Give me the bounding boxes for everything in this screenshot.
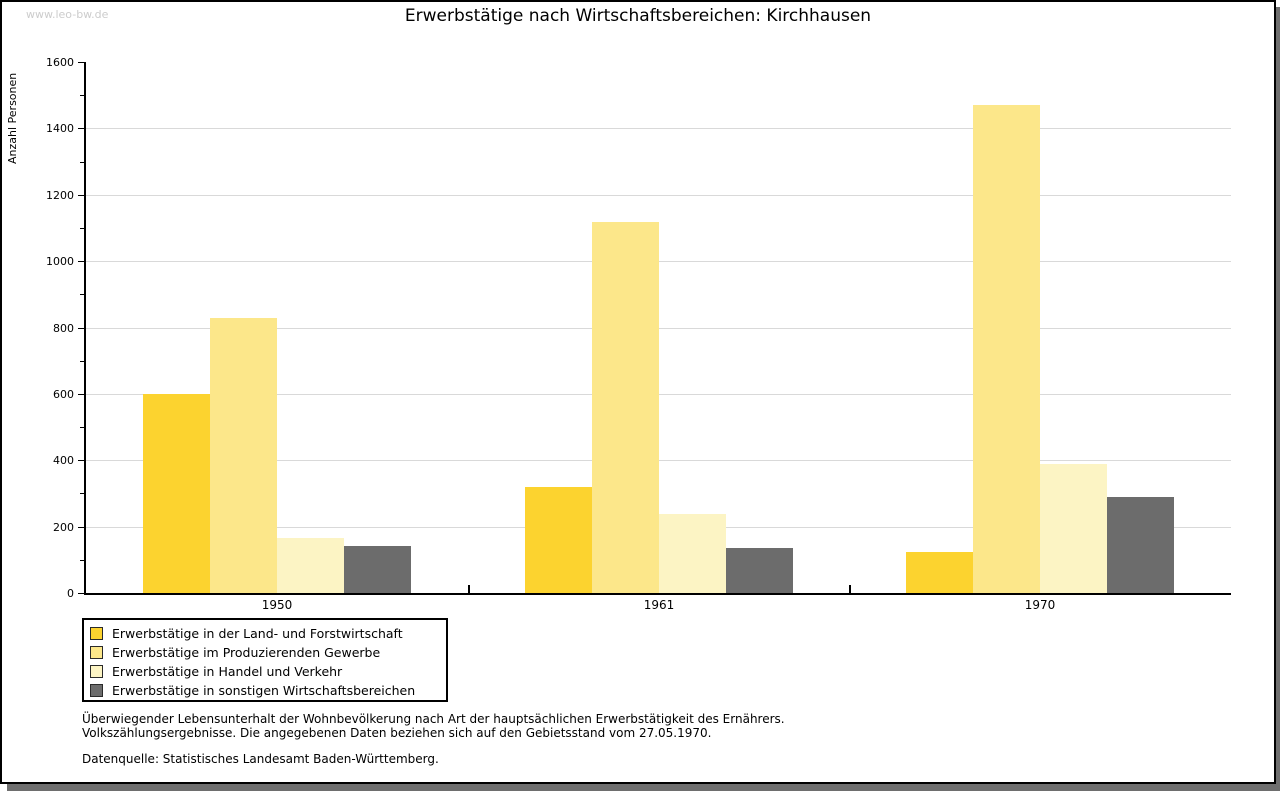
y-tick — [78, 394, 84, 395]
plot-area: 0 200 400 600 800 1000 1200 1400 1600 1950 1961 197… — [2, 2, 1274, 782]
footer-note-line2: Volkszählungsergebnisse. Die angegebenen… — [82, 726, 712, 740]
legend-swatch — [90, 684, 103, 697]
legend-label: Erwerbstätige im Produzierenden Gewerbe — [112, 645, 381, 660]
chart-title: Erwerbstätige nach Wirtschaftsbereichen:… — [404, 6, 872, 26]
y-tick-label: 1400 — [46, 122, 74, 135]
y-tick — [80, 162, 84, 163]
y-axis-line — [84, 62, 86, 595]
bar-1950-s1 — [143, 394, 210, 593]
legend-item: Erwerbstätige in der Land- und Forstwirt… — [90, 624, 446, 643]
y-tick — [78, 527, 84, 528]
bar-1961-s1 — [525, 487, 592, 593]
y-tick — [80, 427, 84, 428]
watermark: www.leo-bw.de — [26, 8, 109, 21]
x-tick-label: 1961 — [643, 598, 675, 612]
y-tick-label: 200 — [53, 521, 74, 534]
y-tick — [80, 361, 84, 362]
footer-source: Datenquelle: Statistisches Landesamt Bad… — [82, 752, 439, 766]
y-tick — [80, 228, 84, 229]
frame-shadow-right — [1276, 7, 1280, 784]
y-tick — [78, 62, 84, 63]
frame-shadow-bottom — [7, 784, 1280, 791]
y-tick — [80, 493, 84, 494]
footer-note-line1: Überwiegender Lebensunterhalt der Wohnbe… — [82, 712, 785, 726]
legend-label: Erwerbstätige in Handel und Verkehr — [112, 664, 343, 679]
x-boundary-tick — [468, 585, 470, 593]
legend-label: Erwerbstätige in sonstigen Wirtschaftsbe… — [112, 683, 416, 698]
legend-item: Erwerbstätige in sonstigen Wirtschaftsbe… — [90, 681, 446, 700]
bar-1961-s3 — [659, 514, 726, 593]
x-boundary-tick — [849, 585, 851, 593]
y-tick-label: 1200 — [46, 189, 74, 202]
legend-label: Erwerbstätige in der Land- und Forstwirt… — [112, 626, 403, 641]
legend-item: Erwerbstätige in Handel und Verkehr — [90, 662, 446, 681]
bar-1961-s4 — [726, 548, 793, 593]
y-tick-label: 0 — [67, 587, 74, 600]
gridline — [86, 195, 1231, 196]
legend-swatch — [90, 665, 103, 678]
bar-1970-s3 — [1040, 464, 1107, 593]
legend-swatch — [90, 627, 103, 640]
y-tick — [78, 328, 84, 329]
y-tick — [80, 95, 84, 96]
bar-1970-s4 — [1107, 497, 1174, 593]
y-tick — [78, 261, 84, 262]
bar-1961-s2 — [592, 222, 659, 593]
y-tick — [78, 460, 84, 461]
y-tick — [78, 593, 84, 594]
bar-1970-s2 — [973, 105, 1040, 593]
y-tick-label: 600 — [53, 388, 74, 401]
bar-1970-s1 — [906, 552, 973, 593]
y-tick — [80, 560, 84, 561]
legend: Erwerbstätige in der Land- und Forstwirt… — [82, 618, 448, 702]
y-tick — [80, 294, 84, 295]
y-tick-label: 800 — [53, 322, 74, 335]
x-tick-label: 1970 — [1024, 598, 1056, 612]
bar-1950-s3 — [277, 538, 344, 593]
y-tick — [78, 195, 84, 196]
y-tick-label: 1000 — [46, 255, 74, 268]
x-axis-line — [84, 593, 1231, 595]
y-tick-label: 400 — [53, 454, 74, 467]
legend-item: Erwerbstätige im Produzierenden Gewerbe — [90, 643, 446, 662]
bar-1950-s4 — [344, 546, 411, 593]
footer-note: Überwiegender Lebensunterhalt der Wohnbe… — [82, 712, 785, 740]
x-tick-label: 1950 — [261, 598, 293, 612]
y-tick — [78, 128, 84, 129]
bar-1950-s2 — [210, 318, 277, 593]
gridline — [86, 128, 1231, 129]
legend-swatch — [90, 646, 103, 659]
y-tick-label: 1600 — [46, 56, 74, 69]
